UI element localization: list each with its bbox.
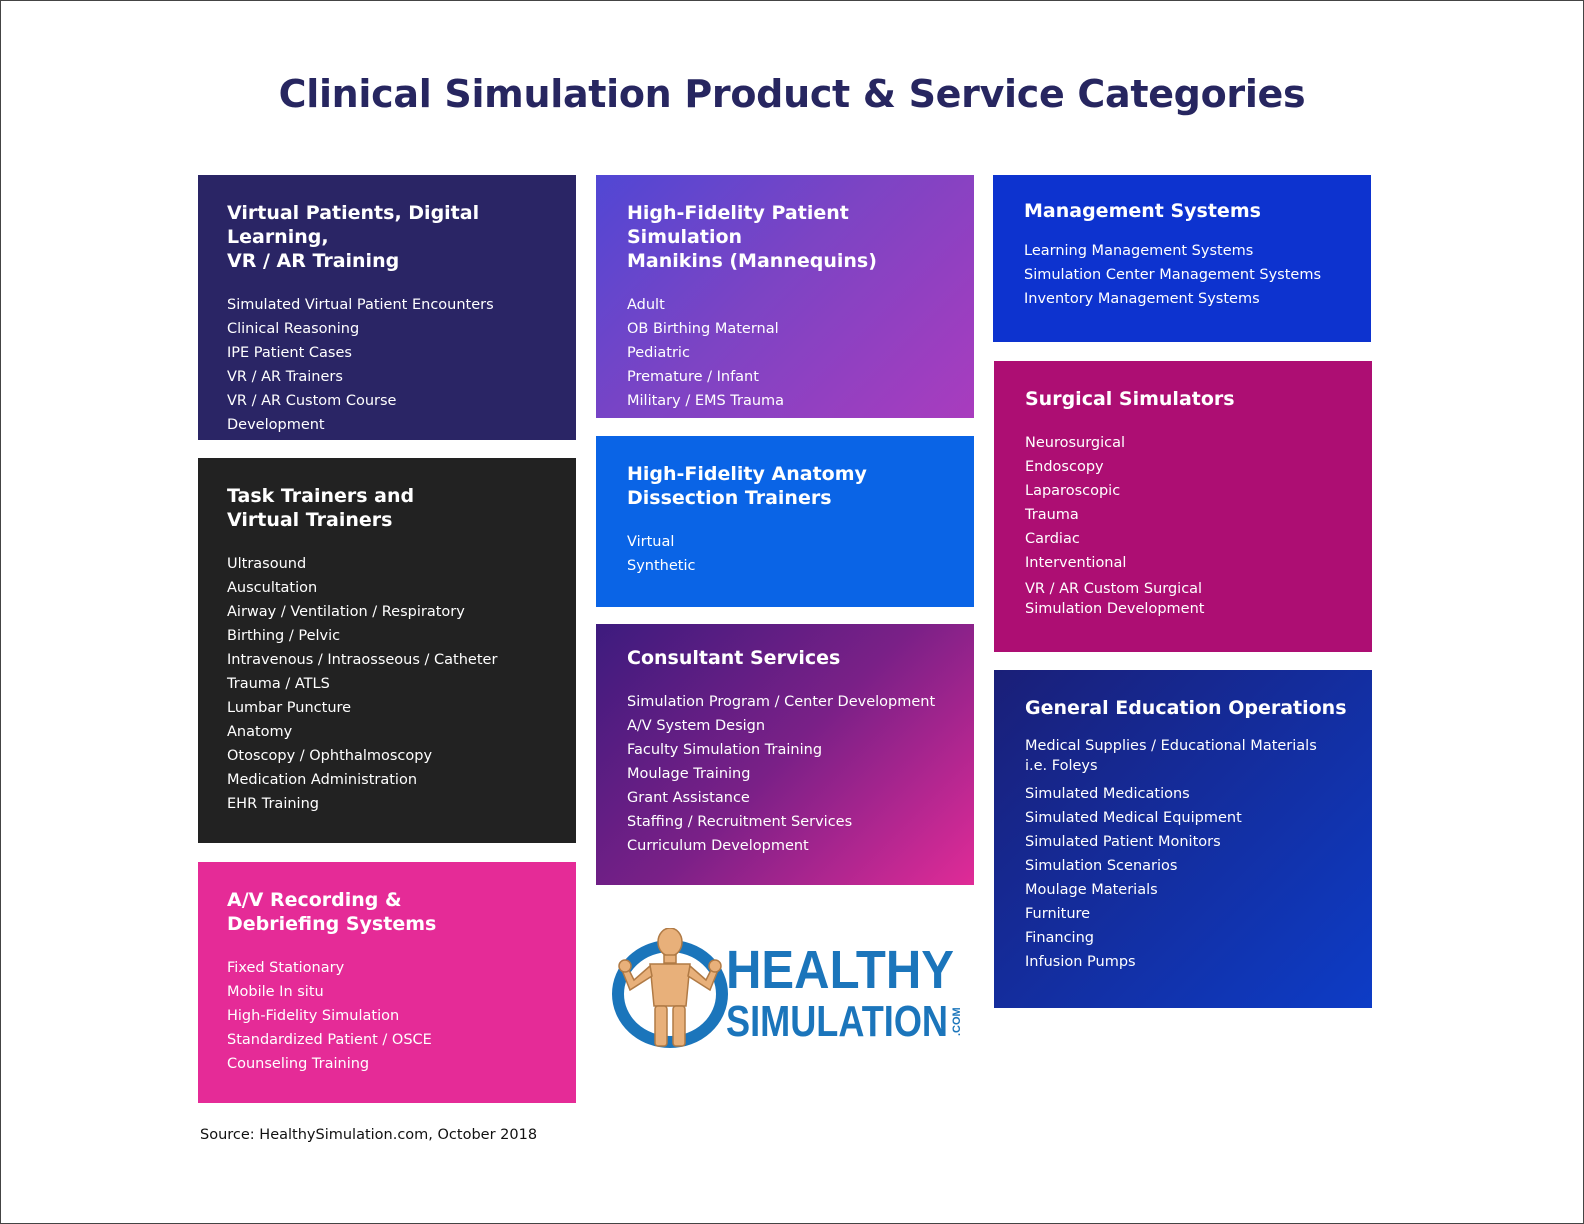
category-item: Birthing / Pelvic	[227, 628, 341, 644]
category-item: OB Birthing Maternal	[627, 321, 779, 337]
category-anatomy-dissection: High-Fidelity Anatomy Dissection Trainer…	[596, 436, 974, 607]
category-item: Moulage Training	[627, 766, 751, 782]
category-item: Virtual	[627, 534, 675, 550]
category-heading: Surgical Simulators	[1025, 388, 1235, 410]
category-item: Simulated Patient Monitors	[1025, 834, 1221, 850]
logo-word-healthy: HEALTHY	[726, 940, 954, 1000]
category-item: Standardized Patient / OSCE	[227, 1032, 432, 1048]
category-item: Inventory Management Systems	[1024, 291, 1260, 307]
category-item: VR / AR Trainers	[227, 369, 343, 385]
category-item: Furniture	[1025, 906, 1091, 922]
category-item: Simulation Center Management Systems	[1024, 267, 1322, 283]
category-heading: Consultant Services	[627, 647, 841, 669]
category-item: Airway / Ventilation / Respiratory	[227, 604, 465, 620]
category-item: Faculty Simulation Training	[627, 742, 823, 758]
category-item: Interventional	[1025, 555, 1127, 571]
category-item: Auscultation	[227, 580, 318, 596]
category-item-list: Neurosurgical Endoscopy Laparoscopic Trauma…	[1023, 431, 1352, 619]
category-item: EHR Training	[227, 796, 319, 812]
category-item: Simulation Scenarios	[1025, 858, 1178, 874]
category-heading: A/V Recording & Debriefing Systems	[227, 889, 437, 935]
category-item: Simulated Medications	[1025, 786, 1190, 802]
category-item: Learning Management Systems	[1024, 243, 1254, 259]
category-item: Medication Administration	[227, 772, 418, 788]
category-management-systems: Management Systems Learning Management S…	[993, 175, 1371, 342]
category-item: Moulage Materials	[1025, 882, 1158, 898]
category-general-education: General Education Operations Medical Sup…	[994, 670, 1372, 1008]
category-item: Financing	[1025, 930, 1094, 946]
category-item: Trauma / ATLS	[227, 676, 330, 692]
category-item-list: Simulated Virtual Patient Encounters Clin…	[227, 293, 556, 437]
category-item: VR / AR Custom Surgical Simulation Devel…	[1025, 581, 1205, 617]
category-item: Intravenous / Intraosseous / Catheter	[227, 652, 498, 668]
category-item: Adult	[627, 297, 665, 313]
category-item-list: Ultrasound Auscultation Airway / Ventilati…	[227, 552, 556, 816]
source-note: Source: HealthySimulation.com, October 2…	[200, 1127, 538, 1143]
category-consultant-services: Consultant Services Simulation Program /…	[596, 624, 974, 885]
category-item: Clinical Reasoning	[227, 321, 360, 337]
category-item: Neurosurgical	[1025, 435, 1126, 451]
category-item: Simulated Medical Equipment	[1025, 810, 1242, 826]
category-item-list: Adult OB Birthing Maternal Pediatric Premat…	[625, 293, 954, 413]
category-item-list: Fixed Stationary Mobile In situ High-Fidel…	[227, 956, 556, 1076]
category-item: Synthetic	[627, 558, 696, 574]
category-item: Medical Supplies / Educational Materials…	[1025, 738, 1317, 774]
category-item: IPE Patient Cases	[227, 345, 352, 361]
category-item: Development	[227, 417, 325, 433]
category-item: Pediatric	[627, 345, 690, 361]
category-item: High-Fidelity Simulation	[227, 1008, 400, 1024]
category-item: Curriculum Development	[627, 838, 809, 854]
page-title: Clinical Simulation Product & Service Ca…	[278, 72, 1306, 116]
category-item: Mobile In situ	[227, 984, 324, 1000]
category-item-list: Simulation Program / Center Development A…	[625, 690, 954, 858]
category-item: Simulation Program / Center Development	[627, 694, 936, 710]
category-item: Ultrasound	[227, 556, 307, 572]
category-virtual-patients: Virtual Patients, Digital Learning, VR /…	[198, 175, 576, 440]
category-task-trainers: Task Trainers and Virtual Trainers Ultra…	[198, 458, 576, 843]
logo-word-simulation: SIMULATION	[726, 997, 948, 1046]
category-item: Simulated Virtual Patient Encounters	[227, 297, 494, 313]
category-patient-manikins: High-Fidelity Patient Simulation Manikin…	[596, 175, 974, 418]
category-item: VR / AR Custom Course	[227, 393, 397, 409]
category-item: Military / EMS Trauma	[627, 393, 785, 409]
category-surgical-simulators: Surgical Simulators Neurosurgical Endosco…	[994, 361, 1372, 652]
category-item: Laparoscopic	[1025, 483, 1121, 499]
category-item: Endoscopy	[1025, 459, 1104, 475]
category-av-recording: A/V Recording & Debriefing Systems Fixed…	[198, 862, 576, 1103]
category-item: Otoscopy / Ophthalmoscopy	[227, 748, 433, 764]
category-heading: High-Fidelity Patient Simulation Manikin…	[627, 202, 877, 272]
category-heading: General Education Operations	[1025, 697, 1347, 719]
category-item: Premature / Infant	[627, 369, 759, 385]
category-heading: Task Trainers and Virtual Trainers	[227, 485, 415, 531]
category-item-list: Learning Management Systems Simulation Ce…	[1022, 239, 1351, 311]
category-item: Infusion Pumps	[1025, 954, 1136, 970]
healthy-simulation-logo: HEALTHY SIMULATION .COM	[612, 928, 963, 1048]
category-item: Cardiac	[1025, 531, 1080, 547]
category-heading: Virtual Patients, Digital Learning, VR /…	[227, 202, 480, 272]
category-item: Staffing / Recruitment Services	[627, 814, 853, 830]
category-item-list: Virtual Synthetic	[625, 530, 954, 578]
category-item: Lumbar Puncture	[227, 700, 352, 716]
category-item: Trauma	[1025, 507, 1079, 523]
category-item: Counseling Training	[227, 1056, 370, 1072]
category-item: A/V System Design	[627, 718, 766, 734]
category-item: Anatomy	[227, 724, 293, 740]
category-item: Fixed Stationary	[227, 960, 345, 976]
category-heading: High-Fidelity Anatomy Dissection Trainer…	[627, 463, 867, 509]
category-item-list: Medical Supplies / Educational Materials…	[1023, 736, 1352, 974]
category-item: Grant Assistance	[627, 790, 750, 806]
logo-suffix: .COM	[951, 1007, 963, 1036]
category-heading: Management Systems	[1024, 200, 1261, 222]
manikin-figure-icon	[618, 928, 722, 1047]
